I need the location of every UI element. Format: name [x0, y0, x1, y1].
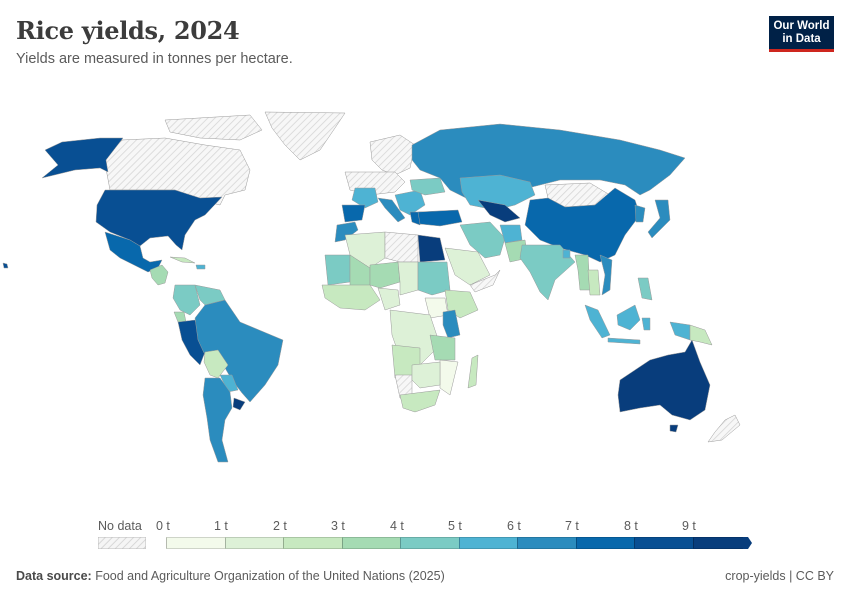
region-china	[524, 187, 641, 263]
region-saudi-arabia	[444, 247, 491, 286]
region-usa	[95, 189, 223, 251]
no-data-swatch	[98, 537, 146, 549]
legend-tick-2: 2 t	[273, 519, 287, 533]
legend-tick-8: 8 t	[624, 519, 638, 533]
region-tasmania	[669, 424, 679, 433]
legend-tick-3: 3 t	[331, 519, 345, 533]
region-korea	[634, 204, 646, 223]
logo-line-1: Our World	[773, 20, 830, 32]
region-alaska	[41, 137, 124, 179]
legend-tick-9: 9 t	[682, 519, 696, 533]
region-japan	[647, 199, 671, 239]
region-java	[607, 337, 641, 345]
region-arctic-islands	[164, 114, 263, 141]
region-tanzania	[429, 334, 456, 361]
region-png-west	[669, 321, 691, 341]
legend-tick-0: 0 t	[156, 519, 170, 533]
region-ukraine	[409, 177, 446, 196]
region-hispaniola	[195, 264, 206, 270]
region-chad	[397, 261, 419, 296]
region-png	[689, 324, 713, 346]
region-nigeria	[377, 287, 401, 311]
legend-bin-2	[283, 537, 342, 549]
region-yemen-oman	[469, 269, 501, 293]
legend-bin-3	[341, 537, 400, 549]
region-egypt	[417, 234, 446, 263]
region-sudan	[417, 261, 451, 296]
region-west-africa	[321, 284, 381, 311]
region-afghanistan	[499, 224, 523, 244]
legend-bin-0	[166, 537, 225, 549]
no-data-label: No data	[98, 519, 142, 533]
region-thailand	[587, 269, 601, 296]
legend-tick-1: 1 t	[214, 519, 228, 533]
legend-color-bar	[166, 537, 752, 549]
region-colombia	[172, 284, 201, 316]
legend-bin-4	[400, 537, 459, 549]
region-mozambique	[439, 359, 459, 396]
region-scandinavia	[369, 134, 416, 176]
region-myanmar	[574, 254, 591, 291]
region-niger	[369, 261, 401, 289]
source-text[interactable]: Food and Agriculture Organization of the…	[95, 569, 445, 583]
region-bangladesh	[562, 249, 571, 259]
owid-logo[interactable]: Our World in Data	[769, 16, 834, 52]
region-kenya	[442, 309, 461, 339]
region-madagascar	[467, 354, 479, 389]
region-algeria	[344, 231, 386, 269]
chart-subtitle: Yields are measured in tonnes per hectar…	[16, 51, 293, 67]
region-philippines	[637, 277, 653, 301]
legend-tick-4: 4 t	[390, 519, 404, 533]
chart-slug-license[interactable]: crop-yields | CC BY	[725, 569, 834, 583]
logo-line-2: in Data	[782, 33, 821, 45]
region-mauritania	[324, 254, 351, 286]
region-australia	[617, 339, 711, 421]
color-legend: No data 0 t 1 t 2 t 3 t 4 t 5 t 6 t 7 t …	[0, 515, 850, 555]
legend-bin-6	[517, 537, 576, 549]
chart-title: Rice yields, 2024	[16, 16, 240, 45]
region-greenland	[264, 111, 346, 161]
legend-arrow-icon	[742, 537, 752, 549]
legend-bin-8	[634, 537, 693, 549]
legend-bin-7	[575, 537, 634, 549]
region-italy	[377, 197, 406, 223]
region-cuba	[169, 256, 196, 264]
legend-tick-7: 7 t	[565, 519, 579, 533]
region-sumatra	[584, 304, 611, 339]
region-france	[351, 187, 379, 209]
region-turkey	[417, 209, 463, 227]
region-uzbekistan	[477, 199, 521, 223]
region-mexico	[104, 231, 163, 273]
region-hawaii	[2, 262, 9, 269]
legend-bin-9	[692, 537, 743, 549]
region-borneo	[616, 304, 641, 331]
world-map[interactable]	[0, 95, 850, 510]
region-central-america	[149, 264, 169, 286]
region-sulawesi	[641, 317, 651, 331]
region-iran	[459, 221, 506, 259]
region-argentina	[202, 377, 233, 463]
legend-bin-5	[458, 537, 517, 549]
legend-tick-6: 6 t	[507, 519, 521, 533]
chart-header: Rice yields, 2024 Yields are measured in…	[16, 16, 756, 67]
region-vietnam	[599, 254, 613, 296]
legend-tick-5: 5 t	[448, 519, 462, 533]
region-south-africa	[399, 389, 441, 413]
region-zambia-zimbabwe	[411, 361, 441, 389]
region-ecuador	[173, 311, 187, 323]
region-spain	[341, 204, 366, 223]
legend-bin-1	[224, 537, 283, 549]
source-label: Data source:	[16, 569, 92, 583]
region-new-zealand	[707, 414, 741, 443]
region-uruguay	[232, 397, 246, 411]
region-libya	[384, 231, 419, 263]
chart-footer: Data source: Food and Agriculture Organi…	[16, 569, 834, 583]
